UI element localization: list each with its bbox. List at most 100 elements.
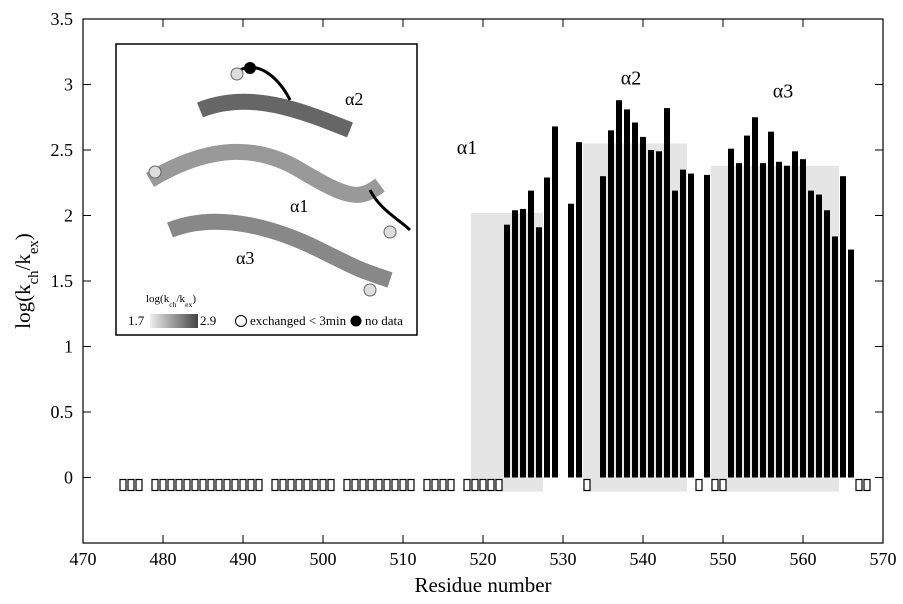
inset-label: α3 <box>236 248 254 268</box>
y-tick-label: 3.5 <box>51 9 74 29</box>
fast-exchange-marker <box>423 478 431 492</box>
fast-exchange-marker <box>303 478 311 492</box>
fast-exchange-marker <box>487 478 495 492</box>
label-part: ch <box>169 300 176 309</box>
bar <box>832 236 838 478</box>
bar <box>688 173 694 478</box>
fast-exchange-marker <box>119 478 127 492</box>
bar <box>768 131 774 478</box>
y-tick-label: 3 <box>64 75 73 95</box>
bar <box>648 150 654 478</box>
bar <box>544 177 550 478</box>
label-part: /k <box>177 293 186 305</box>
fast-exchange-marker <box>311 478 319 492</box>
fast-exchange-marker <box>391 478 399 492</box>
fast-exchange-marker <box>199 478 207 492</box>
label-part: ) <box>11 233 35 240</box>
x-tick-label: 550 <box>710 549 737 569</box>
bar <box>800 159 806 478</box>
y-tick-label: 1 <box>64 337 73 357</box>
fast-exchange-marker <box>711 478 719 492</box>
bar <box>776 161 782 478</box>
fast-exchange-marker <box>239 478 247 492</box>
bar <box>848 249 854 478</box>
inset: α2 α1 α3 log(kch/kex) 1.7 2.9 exchanged … <box>115 43 418 336</box>
inset-legend-title: log(kch/kex) <box>146 293 196 309</box>
fast-exchange-marker <box>383 478 391 492</box>
fast-exchange-marker <box>495 478 503 492</box>
helix-ribbon <box>197 93 353 138</box>
helix-label: α1 <box>457 137 477 159</box>
fast-exchange-marker <box>207 478 215 492</box>
fast-exchange-marker <box>351 478 359 492</box>
fast-exchange-marker <box>399 478 407 492</box>
bar <box>504 224 510 478</box>
atom <box>363 283 377 297</box>
atom <box>383 225 397 239</box>
x-tick-label: 520 <box>470 549 497 569</box>
x-tick-label: 510 <box>390 549 417 569</box>
y-tick-label: 0 <box>64 468 73 488</box>
fast-exchange-marker <box>463 478 471 492</box>
fast-exchange-marker <box>719 478 727 492</box>
y-tick-label: 2 <box>64 206 73 226</box>
bar <box>672 190 678 478</box>
fast-exchange-marker <box>255 478 263 492</box>
fast-exchange-marker <box>215 478 223 492</box>
bar <box>640 136 646 478</box>
y-tick-label: 0.5 <box>51 402 74 422</box>
fast-exchange-marker <box>135 478 143 492</box>
legend-symbol <box>350 315 362 327</box>
label-part: log(k <box>11 284 35 329</box>
fast-exchange-marker <box>583 478 591 492</box>
fast-exchange-marker <box>191 478 199 492</box>
fast-exchange-marker <box>375 478 383 492</box>
bar <box>608 130 614 478</box>
fast-exchange-marker <box>183 478 191 492</box>
x-tick-label: 480 <box>150 549 177 569</box>
fast-exchange-marker <box>431 478 439 492</box>
fast-exchange-marker <box>295 478 303 492</box>
bar <box>840 176 846 478</box>
x-tick-label: 560 <box>790 549 817 569</box>
fast-exchange-marker <box>439 478 447 492</box>
fast-exchange-marker <box>247 478 255 492</box>
x-tick-label: 540 <box>630 549 657 569</box>
bar <box>528 190 534 478</box>
bar <box>704 174 710 478</box>
label-part: ex <box>185 300 192 309</box>
bar <box>752 117 758 478</box>
fast-exchange-marker <box>127 478 135 492</box>
inset-scale-min: 1.7 <box>128 313 145 328</box>
bar <box>760 163 766 478</box>
inset-scale-max: 2.9 <box>200 313 216 328</box>
x-tick-label: 530 <box>550 549 577 569</box>
plot-area: 470 480 490 500 510 520 530 540 550 560 570 0 0.5 1 1.… <box>51 9 897 569</box>
x-axis-label: Residue number <box>414 573 551 597</box>
fast-exchange-marker <box>319 478 327 492</box>
fast-exchange-marker <box>287 478 295 492</box>
bar <box>824 210 830 478</box>
y-tick-label: 1.5 <box>51 271 74 291</box>
fast-exchange-marker <box>359 478 367 492</box>
bar <box>728 148 734 478</box>
bar <box>632 122 638 478</box>
bar <box>624 109 630 478</box>
fast-exchange-marker <box>863 478 871 492</box>
bar <box>680 169 686 478</box>
bar <box>552 126 558 478</box>
bar <box>512 210 518 478</box>
y-axis-label: log(kch/kex) <box>11 233 42 328</box>
helix-ribbon <box>167 213 393 288</box>
inset-label: α1 <box>290 196 308 216</box>
legend-symbol <box>235 315 247 327</box>
fast-exchange-marker <box>223 478 231 492</box>
legend-label: no data <box>365 313 403 328</box>
fast-exchange-marker <box>343 478 351 492</box>
fast-exchange-marker <box>327 478 335 492</box>
bar <box>736 163 742 478</box>
bar <box>792 151 798 478</box>
fast-exchange-marker <box>159 478 167 492</box>
